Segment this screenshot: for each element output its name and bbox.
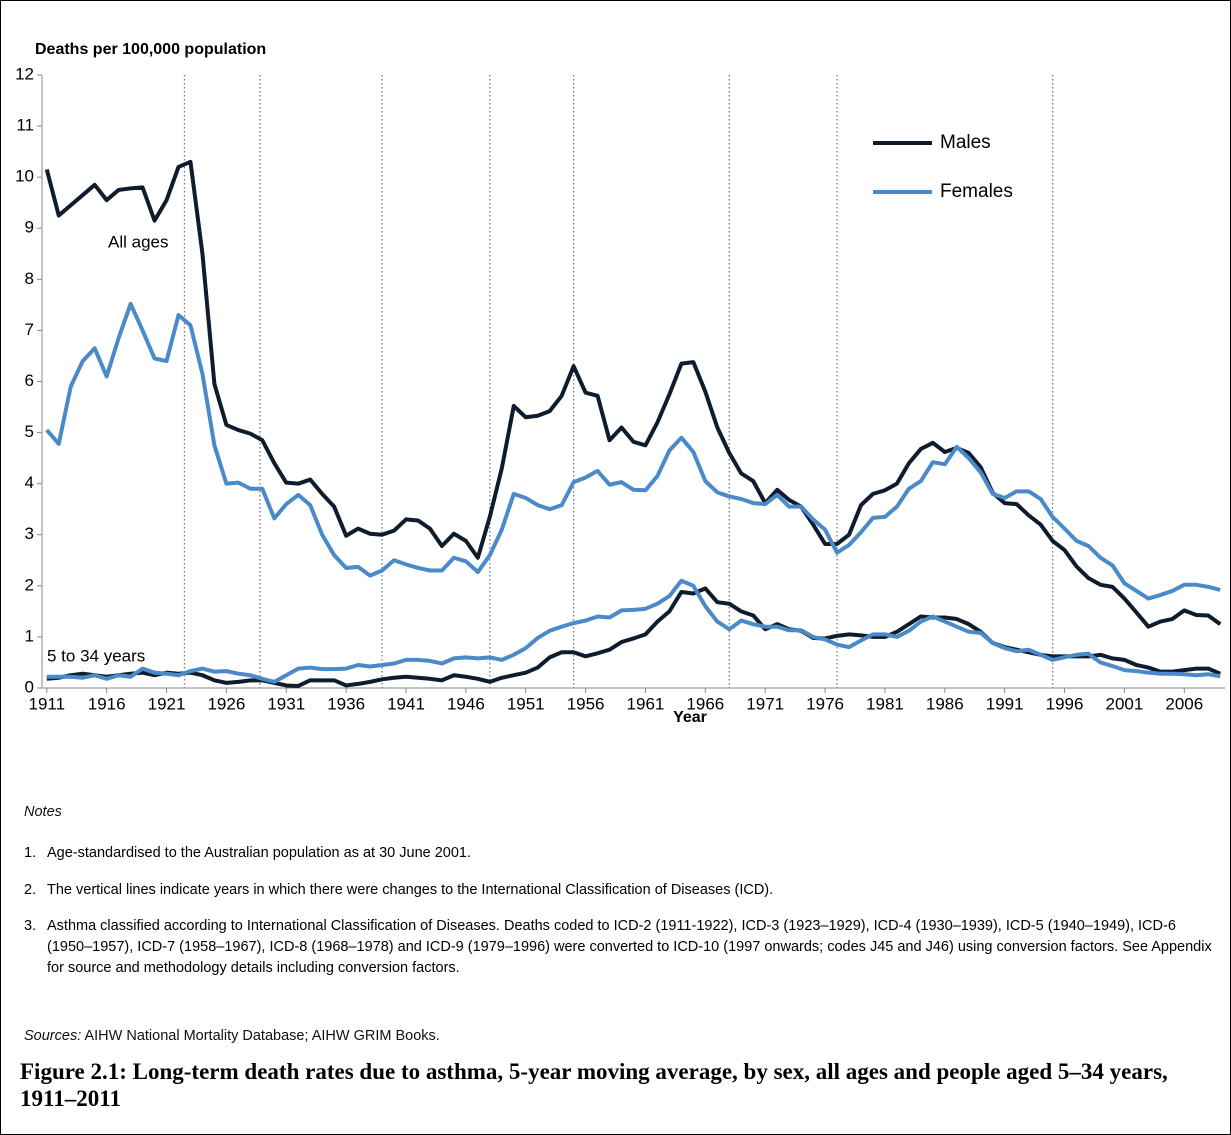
note-number: 3. bbox=[24, 918, 37, 934]
x-tick-label: 2006 bbox=[1165, 694, 1203, 713]
y-tick-label: 11 bbox=[16, 116, 34, 135]
x-tick-label: 1976 bbox=[806, 694, 844, 713]
figure-caption: Figure 2.1: Long-term death rates due to… bbox=[20, 1059, 1168, 1111]
note-number: 1. bbox=[24, 845, 37, 861]
x-tick-label: 1951 bbox=[507, 694, 545, 713]
legend-label: Males bbox=[940, 132, 991, 153]
x-axis-title: Year bbox=[673, 709, 707, 726]
series-line bbox=[46, 578, 1221, 684]
sources-label: Sources: bbox=[24, 1028, 82, 1044]
x-tick-label: 1911 bbox=[29, 694, 66, 713]
x-tick-label: 1931 bbox=[267, 694, 305, 713]
x-tick-label: 2001 bbox=[1106, 694, 1144, 713]
x-tick-label: 1926 bbox=[207, 694, 245, 713]
notes-heading: Notes bbox=[24, 804, 62, 820]
y-tick-label: 6 bbox=[25, 371, 34, 390]
y-axis-title: Deaths per 100,000 population bbox=[35, 41, 266, 58]
y-tick-label: 10 bbox=[15, 167, 34, 186]
annotation: 5 to 34 years bbox=[47, 646, 145, 665]
x-tick-label: 1991 bbox=[986, 694, 1024, 713]
x-tick-label: 1961 bbox=[627, 694, 665, 713]
series-line bbox=[44, 159, 1222, 629]
legend-label: Females bbox=[940, 181, 1013, 202]
chart: Deaths per 100,000 population Year All a… bbox=[15, 41, 1225, 726]
sources: Sources: AIHW National Mortality Databas… bbox=[24, 1026, 1214, 1047]
sources-text: AIHW National Mortality Database; AIHW G… bbox=[84, 1028, 440, 1044]
x-tick-label: 1946 bbox=[447, 694, 485, 713]
x-tick-label: 1916 bbox=[88, 694, 126, 713]
series-line bbox=[45, 301, 1221, 601]
x-tick-label: 1966 bbox=[686, 694, 724, 713]
y-tick-label: 12 bbox=[15, 64, 34, 83]
y-tick-label: 1 bbox=[25, 626, 34, 645]
note-text: Asthma classified according to Internati… bbox=[47, 918, 1212, 976]
y-tick-label: 2 bbox=[25, 575, 34, 594]
x-tick-label: 1956 bbox=[567, 694, 605, 713]
x-tick-label: 1921 bbox=[148, 694, 186, 713]
x-tick-label: 1941 bbox=[387, 694, 425, 713]
x-tick-label: 1981 bbox=[866, 694, 904, 713]
x-tick-label: 1936 bbox=[327, 694, 365, 713]
note-text: The vertical lines indicate years in whi… bbox=[47, 882, 774, 898]
y-tick-label: 7 bbox=[25, 320, 34, 339]
note-number: 2. bbox=[24, 882, 37, 898]
y-tick-label: 0 bbox=[25, 677, 34, 696]
x-tick-label: 1971 bbox=[746, 694, 784, 713]
y-tick-label: 4 bbox=[25, 473, 34, 492]
x-tick-label: 1986 bbox=[926, 694, 964, 713]
y-tick-label: 5 bbox=[25, 422, 34, 441]
x-tick-label: 1996 bbox=[1046, 694, 1084, 713]
note-text: Age-standardised to the Australian popul… bbox=[47, 845, 472, 861]
y-tick-label: 9 bbox=[25, 218, 34, 237]
y-tick-label: 8 bbox=[25, 269, 34, 288]
annotation: All ages bbox=[108, 232, 168, 251]
y-tick-label: 3 bbox=[25, 524, 34, 543]
